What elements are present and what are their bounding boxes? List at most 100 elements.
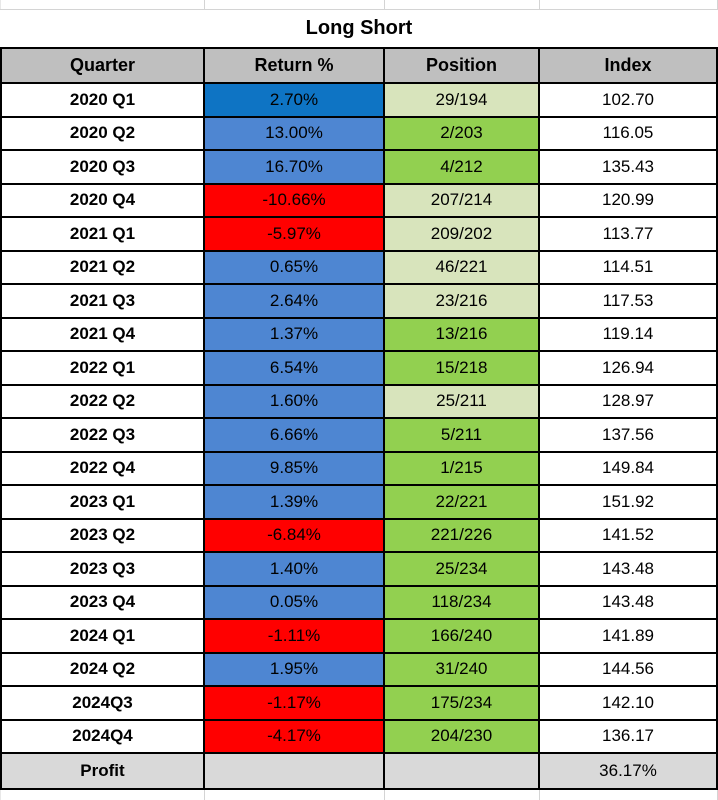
quarter-cell[interactable]: 2021 Q3 — [2, 285, 205, 319]
quarter-cell[interactable]: 2023 Q4 — [2, 586, 205, 620]
quarter-cell[interactable]: 2024 Q2 — [2, 653, 205, 687]
quarter-cell[interactable]: 2020 Q2 — [2, 117, 205, 151]
return-cell[interactable]: 2.70% — [205, 84, 385, 118]
quarter-cell[interactable]: 2021 Q1 — [2, 218, 205, 252]
return-cell[interactable]: 1.37% — [205, 318, 385, 352]
index-cell[interactable]: 116.05 — [540, 118, 716, 151]
return-cell[interactable]: 6.54% — [205, 352, 385, 386]
index-cell[interactable]: 137.56 — [540, 419, 716, 453]
return-cell[interactable]: 2.64% — [205, 285, 385, 319]
profit-return-cell[interactable] — [205, 754, 385, 788]
quarter-cell[interactable]: 2022 Q2 — [2, 385, 205, 419]
quarter-cell[interactable]: 2024 Q1 — [2, 620, 205, 654]
position-cell[interactable]: 29/194 — [385, 84, 540, 118]
return-cell[interactable]: 13.00% — [205, 117, 385, 151]
quarter-cell[interactable]: 2020 Q3 — [2, 151, 205, 185]
quarter-cell[interactable]: 2022 Q1 — [2, 352, 205, 386]
index-cell[interactable]: 126.94 — [540, 352, 716, 386]
index-cell[interactable]: 143.48 — [540, 553, 716, 587]
table-row: 2020 Q2 13.00% 2/203 116.05 — [2, 117, 716, 151]
profit-position-cell[interactable] — [385, 754, 540, 788]
return-cell[interactable]: 9.85% — [205, 452, 385, 486]
index-cell[interactable]: 119.14 — [540, 319, 716, 352]
gridline-cell — [205, 790, 385, 800]
return-cell[interactable]: -6.84% — [205, 519, 385, 553]
position-cell[interactable]: 5/211 — [385, 419, 540, 453]
position-cell[interactable]: 166/240 — [385, 620, 540, 654]
position-cell[interactable]: 118/234 — [385, 586, 540, 620]
table-row: 2024Q3 -1.17% 175/234 142.10 — [2, 687, 716, 721]
position-cell[interactable]: 13/216 — [385, 318, 540, 352]
quarter-cell[interactable]: 2022 Q4 — [2, 452, 205, 486]
return-cell[interactable]: -5.97% — [205, 218, 385, 252]
index-cell[interactable]: 144.56 — [540, 654, 716, 687]
index-cell[interactable]: 136.17 — [540, 721, 716, 754]
position-cell[interactable]: 2/203 — [385, 117, 540, 151]
profit-label-cell[interactable]: Profit — [2, 754, 205, 788]
quarter-cell[interactable]: 2023 Q3 — [2, 553, 205, 587]
position-cell[interactable]: 23/216 — [385, 285, 540, 319]
quarter-cell[interactable]: 2022 Q3 — [2, 419, 205, 453]
position-cell[interactable]: 25/211 — [385, 385, 540, 419]
return-cell[interactable]: 6.66% — [205, 419, 385, 453]
header-row: Quarter Return % Position Index — [2, 49, 716, 84]
quarter-cell[interactable]: 2021 Q4 — [2, 318, 205, 352]
position-cell[interactable]: 204/230 — [385, 720, 540, 754]
index-cell[interactable]: 102.70 — [540, 84, 716, 118]
position-cell[interactable]: 46/221 — [385, 251, 540, 285]
position-cell[interactable]: 25/234 — [385, 553, 540, 587]
index-cell[interactable]: 117.53 — [540, 285, 716, 319]
quarter-cell[interactable]: 2020 Q4 — [2, 184, 205, 218]
return-cell[interactable]: -1.11% — [205, 620, 385, 654]
header-return[interactable]: Return % — [205, 49, 385, 84]
index-cell[interactable]: 149.84 — [540, 453, 716, 486]
gridline-cell — [540, 790, 718, 800]
index-cell[interactable]: 113.77 — [540, 218, 716, 252]
quarter-cell[interactable]: 2024Q3 — [2, 687, 205, 721]
quarter-cell[interactable]: 2023 Q1 — [2, 486, 205, 520]
index-cell[interactable]: 141.52 — [540, 520, 716, 553]
return-cell[interactable]: -1.17% — [205, 687, 385, 721]
index-cell[interactable]: 151.92 — [540, 486, 716, 520]
position-cell[interactable]: 175/234 — [385, 687, 540, 721]
return-cell[interactable]: 16.70% — [205, 151, 385, 185]
index-cell[interactable]: 142.10 — [540, 687, 716, 721]
return-cell[interactable]: 1.95% — [205, 653, 385, 687]
header-quarter[interactable]: Quarter — [2, 49, 205, 84]
index-cell[interactable]: 128.97 — [540, 386, 716, 419]
table-row: 2023 Q3 1.40% 25/234 143.48 — [2, 553, 716, 587]
table-row: 2022 Q1 6.54% 15/218 126.94 — [2, 352, 716, 386]
return-cell[interactable]: 1.39% — [205, 486, 385, 520]
table-row: 2023 Q2 -6.84% 221/226 141.52 — [2, 519, 716, 553]
position-cell[interactable]: 207/214 — [385, 184, 540, 218]
table-row: 2023 Q4 0.05% 118/234 143.48 — [2, 586, 716, 620]
index-cell[interactable]: 114.51 — [540, 252, 716, 285]
position-cell[interactable]: 31/240 — [385, 653, 540, 687]
position-cell[interactable]: 4/212 — [385, 151, 540, 185]
index-cell[interactable]: 135.43 — [540, 151, 716, 185]
position-cell[interactable]: 1/215 — [385, 452, 540, 486]
profit-index-cell[interactable]: 36.17% — [540, 754, 716, 788]
quarter-cell[interactable]: 2021 Q2 — [2, 251, 205, 285]
table-title[interactable]: Long Short — [0, 10, 718, 47]
quarter-cell[interactable]: 2023 Q2 — [2, 519, 205, 553]
return-cell[interactable]: 0.05% — [205, 586, 385, 620]
position-cell[interactable]: 22/221 — [385, 486, 540, 520]
header-index[interactable]: Index — [540, 49, 716, 84]
index-cell[interactable]: 143.48 — [540, 587, 716, 620]
table-row: 2021 Q2 0.65% 46/221 114.51 — [2, 251, 716, 285]
quarter-cell[interactable]: 2020 Q1 — [2, 84, 205, 118]
header-position[interactable]: Position — [385, 49, 540, 84]
position-cell[interactable]: 15/218 — [385, 352, 540, 386]
return-cell[interactable]: -4.17% — [205, 720, 385, 754]
return-cell[interactable]: 1.40% — [205, 553, 385, 587]
return-cell[interactable]: 0.65% — [205, 251, 385, 285]
index-cell[interactable]: 120.99 — [540, 185, 716, 218]
return-cell[interactable]: -10.66% — [205, 184, 385, 218]
top-gridline-strip — [0, 0, 718, 10]
index-cell[interactable]: 141.89 — [540, 620, 716, 654]
position-cell[interactable]: 209/202 — [385, 218, 540, 252]
return-cell[interactable]: 1.60% — [205, 385, 385, 419]
position-cell[interactable]: 221/226 — [385, 519, 540, 553]
quarter-cell[interactable]: 2024Q4 — [2, 720, 205, 754]
